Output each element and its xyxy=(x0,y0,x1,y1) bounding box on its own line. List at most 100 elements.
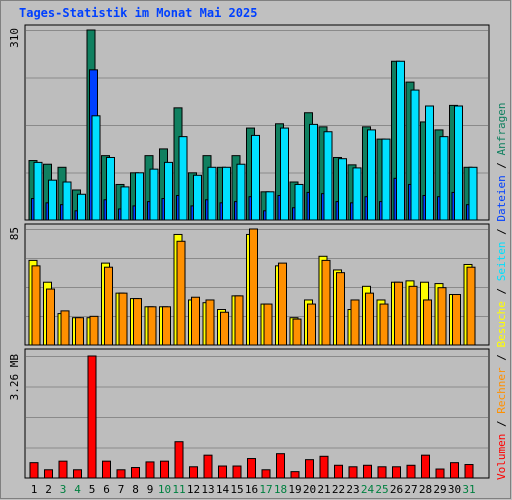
x-tick-label: 31 xyxy=(462,483,475,496)
bar-volumen-18 xyxy=(276,453,285,479)
x-tick-label: 24 xyxy=(361,483,375,496)
legend-separator: / xyxy=(495,155,508,175)
x-tick-label: 26 xyxy=(390,483,403,496)
bar-seiten-5 xyxy=(91,115,101,221)
bar-rechner-19 xyxy=(292,318,302,346)
bar-volumen-15 xyxy=(232,465,242,479)
x-tick-label: 16 xyxy=(245,483,258,496)
bar-rechner-9 xyxy=(147,306,157,346)
bar-seiten-6 xyxy=(106,156,115,221)
x-tick-label: 27 xyxy=(404,483,417,496)
bar-seiten-18 xyxy=(280,127,289,221)
bar-volumen-31 xyxy=(464,464,474,479)
bar-seiten-2 xyxy=(48,179,57,221)
bar-volumen-26 xyxy=(392,466,401,479)
bar-rechner-18 xyxy=(278,262,287,346)
bar-seiten-19 xyxy=(294,183,304,221)
x-tick-label: 30 xyxy=(448,483,461,496)
y-max-label: 85 xyxy=(8,227,21,240)
legend: Volumen / Rechner / Besuche / Seiten / D… xyxy=(495,102,508,480)
bar-rechner-30 xyxy=(452,294,461,346)
bar-seiten-4 xyxy=(77,193,86,221)
bar-volumen-16 xyxy=(247,458,256,479)
bar-rechner-6 xyxy=(104,266,113,346)
legend-item-dateien: Dateien xyxy=(495,175,508,221)
x-tick-label: 28 xyxy=(419,483,432,496)
bar-rechner-16 xyxy=(249,228,258,346)
legend-item-seiten: Seiten xyxy=(495,242,508,282)
bar-volumen-24 xyxy=(363,464,372,479)
x-tick-label: 21 xyxy=(317,483,330,496)
bar-volumen-25 xyxy=(377,466,387,479)
bar-volumen-6 xyxy=(102,460,111,479)
bar-seiten-21 xyxy=(323,131,333,221)
bar-seiten-7 xyxy=(120,186,130,221)
bar-rechner-27 xyxy=(408,285,418,346)
x-tick-label: 6 xyxy=(103,483,110,496)
bar-rechner-21 xyxy=(321,259,331,346)
bar-volumen-19 xyxy=(290,471,300,479)
page-title: Tages-Statistik im Monat Mai 2025 xyxy=(19,6,258,20)
bar-volumen-22 xyxy=(334,464,343,479)
bar-rechner-15 xyxy=(234,295,244,346)
bar-seiten-17 xyxy=(265,191,275,221)
x-tick-label: 23 xyxy=(346,483,359,496)
bar-rechner-28 xyxy=(423,299,432,346)
bar-rechner-5 xyxy=(89,315,99,346)
bar-seiten-31 xyxy=(468,166,478,221)
hits-panel: 310 xyxy=(8,24,490,221)
legend-item-volumen: Volumen xyxy=(495,434,508,480)
bar-rechner-26 xyxy=(394,281,403,346)
bar-seiten-29 xyxy=(439,136,449,221)
bar-volumen-14 xyxy=(218,465,227,479)
bar-seiten-11 xyxy=(178,136,188,221)
x-tick-label: 8 xyxy=(132,483,139,496)
x-tick-label: 12 xyxy=(187,483,200,496)
legend-separator: / xyxy=(495,281,508,301)
x-tick-label: 10 xyxy=(158,483,171,496)
x-tick-label: 9 xyxy=(147,483,154,496)
legend-item-anfragen: Anfragen xyxy=(495,102,508,155)
bar-rechner-29 xyxy=(437,287,447,346)
bar-volumen-4 xyxy=(73,469,82,479)
bar-volumen-11 xyxy=(174,441,184,479)
bar-seiten-12 xyxy=(193,174,202,221)
x-tick-label: 14 xyxy=(216,483,230,496)
bar-volumen-1 xyxy=(29,462,39,479)
x-tick-label: 19 xyxy=(288,483,301,496)
bar-seiten-15 xyxy=(236,163,246,221)
legend-separator: / xyxy=(495,414,508,434)
bar-rechner-25 xyxy=(379,303,389,346)
x-tick-label: 2 xyxy=(45,483,52,496)
bar-volumen-8 xyxy=(131,467,140,479)
bar-seiten-13 xyxy=(207,166,217,221)
bar-rechner-14 xyxy=(220,311,229,346)
x-tick-label: 13 xyxy=(201,483,214,496)
legend-separator: / xyxy=(495,348,508,368)
x-tick-label: 11 xyxy=(172,483,185,496)
bar-rechner-22 xyxy=(336,272,345,346)
bar-volumen-10 xyxy=(160,460,169,479)
bar-volumen-2 xyxy=(44,469,53,479)
bar-seiten-22 xyxy=(338,158,347,221)
bar-volumen-5 xyxy=(87,355,97,479)
x-tick-label: 22 xyxy=(332,483,345,496)
bar-rechner-1 xyxy=(31,265,41,346)
x-tick-label: 17 xyxy=(259,483,272,496)
bar-seiten-16 xyxy=(251,134,260,221)
x-tick-label: 25 xyxy=(375,483,388,496)
bar-rechner-2 xyxy=(46,288,55,346)
x-tick-label: 7 xyxy=(118,483,125,496)
bar-seiten-9 xyxy=(149,168,159,221)
bar-seiten-27 xyxy=(410,89,420,221)
bar-seiten-30 xyxy=(454,105,463,221)
bar-volumen-12 xyxy=(189,466,198,479)
bar-seiten-28 xyxy=(425,105,434,221)
bar-seiten-8 xyxy=(135,172,144,221)
legend-item-rechner: Rechner xyxy=(495,367,508,414)
volume-panel: 3.26 MB xyxy=(8,348,490,479)
bar-volumen-20 xyxy=(305,459,314,479)
bar-rechner-4 xyxy=(75,317,84,346)
